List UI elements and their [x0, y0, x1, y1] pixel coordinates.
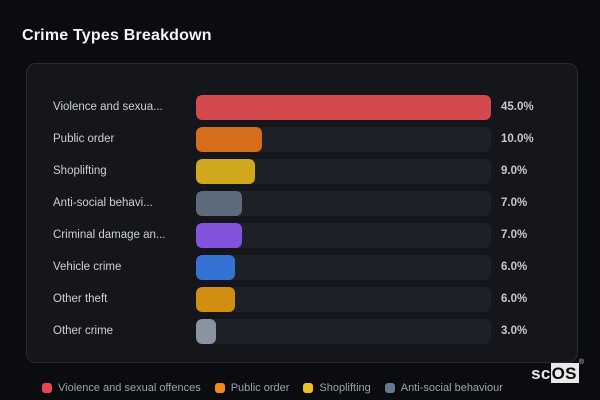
bar-row: Public order 10.0%: [53, 123, 563, 155]
bar-track: [196, 286, 491, 312]
bar-category-label: Other crime: [53, 325, 114, 337]
bar-value-label: 3.0%: [501, 325, 528, 337]
legend-swatch-icon: [384, 383, 395, 393]
bar-track: [196, 318, 491, 344]
bar-row: Anti-social behavi... 7.0%: [53, 187, 563, 219]
legend-label: Anti-social behaviour: [400, 382, 503, 394]
bar-row: Violence and sexua... 45.0%: [53, 91, 563, 123]
bar-category-label: Public order: [53, 133, 115, 145]
bar-value-label: 6.0%: [501, 293, 528, 305]
bar-track: [196, 222, 491, 248]
bar-row: Other theft 6.0%: [53, 283, 563, 315]
bar-fill[interactable]: [196, 158, 255, 184]
bar-category-label: Criminal damage an...: [53, 229, 166, 241]
watermark-box: OS: [550, 363, 579, 383]
bar-value-label: 7.0%: [501, 197, 528, 209]
bar-value-label: 45.0%: [501, 101, 534, 113]
bar-category-label: Shoplifting: [53, 165, 107, 177]
bar-category-label: Vehicle crime: [53, 261, 122, 273]
bar-fill[interactable]: [196, 94, 491, 120]
bar-fill[interactable]: [196, 222, 242, 248]
page-title: Crime Types Breakdown: [22, 27, 212, 44]
chart-legend: Violence and sexual offences Public orde…: [42, 382, 503, 394]
legend-swatch-icon: [42, 383, 52, 393]
legend-item[interactable]: Shoplifting: [303, 382, 371, 394]
legend-label: Public order: [230, 382, 290, 394]
legend-item[interactable]: Anti-social behaviour: [384, 382, 503, 394]
legend-label: Shoplifting: [319, 382, 371, 394]
watermark-logo: sc OS ®: [531, 359, 584, 383]
bar-track: [196, 126, 491, 152]
legend-item[interactable]: Violence and sexual offences: [42, 382, 201, 394]
bar-fill[interactable]: [196, 126, 262, 152]
bar-fill[interactable]: [196, 318, 216, 344]
bar-fill[interactable]: [196, 286, 236, 312]
legend-swatch-icon: [214, 383, 225, 393]
bar-track: [196, 254, 491, 280]
bar-row: Vehicle crime 6.0%: [53, 251, 563, 283]
bar-value-label: 9.0%: [501, 165, 528, 177]
bar-value-label: 7.0%: [501, 229, 528, 241]
bar-track: [196, 158, 491, 184]
bar-track: [196, 94, 491, 120]
registered-trademark-icon: ®: [578, 359, 584, 366]
legend-swatch-icon: [303, 383, 314, 393]
legend-label: Violence and sexual offences: [58, 382, 201, 394]
bar-track: [196, 190, 491, 216]
bar-fill[interactable]: [196, 190, 242, 216]
bar-row: Shoplifting 9.0%: [53, 155, 563, 187]
bar-value-label: 6.0%: [501, 261, 528, 273]
legend-item[interactable]: Public order: [214, 382, 290, 394]
bar-row: Other crime 3.0%: [53, 315, 563, 347]
bar-chart: Violence and sexua... 45.0% Public order…: [53, 91, 563, 347]
chart-panel: Violence and sexua... 45.0% Public order…: [26, 63, 578, 363]
bar-category-label: Violence and sexua...: [53, 101, 163, 113]
bar-category-label: Anti-social behavi...: [53, 197, 153, 209]
bar-value-label: 10.0%: [501, 133, 534, 145]
watermark-prefix: sc: [531, 364, 551, 383]
bar-row: Criminal damage an... 7.0%: [53, 219, 563, 251]
bar-category-label: Other theft: [53, 293, 108, 305]
bar-fill[interactable]: [196, 254, 236, 280]
